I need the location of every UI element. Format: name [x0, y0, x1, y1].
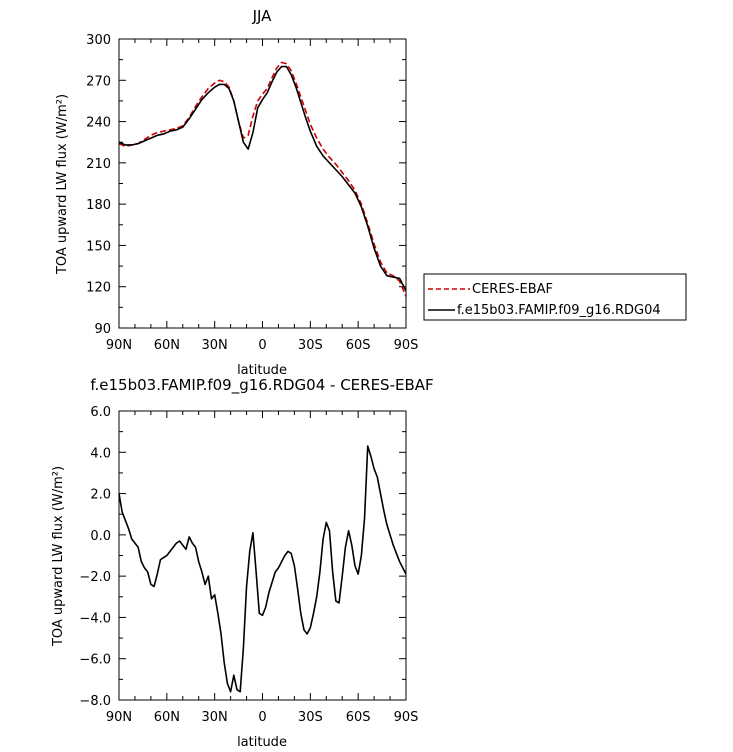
- legend: CERES-EBAF f.e15b03.FAMIP.f09_g16.RDG04: [423, 273, 687, 321]
- top-plot-frame: [118, 38, 407, 329]
- bottom-x-tick-labels: 90N 60N 30N 0 30S 60S 90S: [106, 710, 419, 725]
- top-x-axis-title: latitude: [237, 363, 287, 378]
- y-tick-label: 300: [86, 33, 111, 48]
- y-tick-label: 6.0: [90, 405, 111, 420]
- series-line-0-1: [118, 65, 407, 292]
- top-y-tick-labels: 90 120 150 180 210 240 270 300: [86, 33, 111, 337]
- x-tick-label: 60S: [346, 710, 371, 725]
- top-chart-title: JJA: [252, 7, 273, 25]
- x-tick-label: 90N: [106, 338, 132, 353]
- series-line-0-0: [118, 61, 407, 297]
- x-tick-label: 30S: [298, 338, 323, 353]
- x-tick-label: 60N: [154, 338, 180, 353]
- bottom-chart-title: f.e15b03.FAMIP.f09_g16.RDG04 - CERES-EBA…: [90, 376, 433, 395]
- bottom-series-group: [118, 445, 407, 693]
- top-x-tick-labels: 90N 60N 30N 0 30S 60S 90S: [106, 338, 419, 353]
- x-tick-label: 90S: [394, 338, 419, 353]
- y-tick-label: 120: [86, 281, 111, 296]
- legend-ceres-label: CERES-EBAF: [472, 282, 553, 297]
- y-tick-label: 150: [86, 239, 111, 254]
- y-tick-label: −8.0: [79, 694, 111, 709]
- y-tick-label: 180: [86, 198, 111, 213]
- bottom-y-axis-title: TOA upward LW flux (W/m²): [51, 466, 66, 647]
- bottom-x-axis-title: latitude: [237, 735, 287, 750]
- y-tick-label: 2.0: [90, 488, 111, 503]
- top-series-group: [118, 61, 407, 297]
- bottom-y-tick-labels: −8.0 −6.0 −4.0 −2.0 0.0 2.0 4.0 6.0: [79, 405, 111, 709]
- series-line-1-0: [118, 445, 407, 693]
- x-tick-label: 60S: [346, 338, 371, 353]
- x-tick-label: 0: [258, 710, 266, 725]
- top-panel: JJA 90 120 150 180 210 240 270 300 90N 60N 30N 0 30…: [55, 7, 418, 378]
- x-tick-label: 60N: [154, 710, 180, 725]
- legend-box: [423, 273, 687, 321]
- legend-model-label: f.e15b03.FAMIP.f09_g16.RDG04: [457, 303, 661, 318]
- bottom-tick-marks: [118, 410, 407, 701]
- y-tick-label: 210: [86, 157, 111, 172]
- bottom-plot-frame: [118, 410, 407, 701]
- x-tick-label: 30N: [202, 710, 228, 725]
- y-tick-label: 240: [86, 116, 111, 131]
- y-tick-label: −4.0: [79, 611, 111, 626]
- x-tick-label: 30S: [298, 710, 323, 725]
- x-tick-label: 30N: [202, 338, 228, 353]
- y-tick-label: −6.0: [79, 653, 111, 668]
- y-tick-label: 270: [86, 74, 111, 89]
- bottom-panel: f.e15b03.FAMIP.f09_g16.RDG04 - CERES-EBA…: [51, 376, 434, 750]
- y-tick-label: 90: [94, 322, 111, 337]
- top-y-axis-title: TOA upward LW flux (W/m²): [55, 94, 70, 275]
- y-tick-label: 0.0: [90, 529, 111, 544]
- x-tick-label: 0: [258, 338, 266, 353]
- y-tick-label: 4.0: [90, 446, 111, 461]
- x-tick-label: 90N: [106, 710, 132, 725]
- y-tick-label: −2.0: [79, 570, 111, 585]
- top-tick-marks: [118, 38, 407, 329]
- x-tick-label: 90S: [394, 710, 419, 725]
